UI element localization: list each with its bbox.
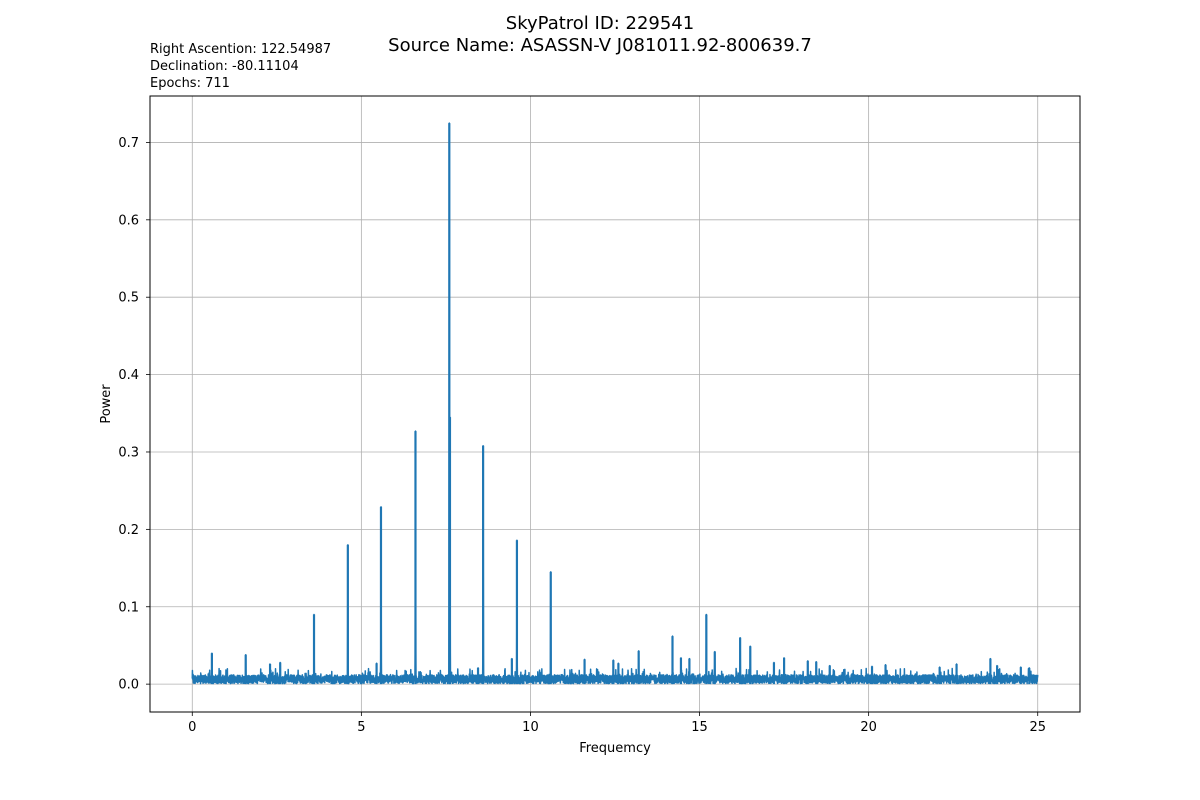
grid-lines: [150, 96, 1080, 712]
y-tick-label: 0.5: [118, 291, 139, 306]
chart-title-line-1: SkyPatrol ID: 229541: [505, 13, 695, 34]
y-tick-label: 0.4: [118, 368, 139, 383]
power-line: [191, 122, 1039, 685]
x-tick-label: 20: [860, 720, 877, 735]
x-tick-label: 10: [522, 720, 539, 735]
axis-ticks: 0 5 10 15 20 25 0.0 0.1 0.2 0.3 0.4 0.5 0.6 0.7: [118, 136, 1046, 735]
y-tick-label: 0.3: [118, 445, 139, 460]
x-tick-label: 0: [188, 720, 196, 735]
declination-label: Declination: -80.11104: [150, 59, 299, 74]
plot-frame: [149, 95, 1081, 713]
right-ascension-label: Right Ascention: 122.54987: [150, 42, 332, 57]
y-tick-label: 0.0: [118, 678, 139, 693]
x-tick-label: 25: [1029, 720, 1046, 735]
y-tick-label: 0.1: [118, 600, 139, 615]
y-tick-label: 0.2: [118, 523, 139, 538]
chart-title-line-2: Source Name: ASASSN-V J081011.92-800639.…: [388, 35, 812, 56]
y-axis-label: Power: [99, 384, 114, 424]
power-series: [191, 122, 1039, 685]
y-tick-label: 0.6: [118, 213, 139, 228]
x-tick-label: 5: [357, 720, 365, 735]
x-axis-label: Frequemcy: [579, 741, 651, 756]
x-tick-label: 15: [691, 720, 708, 735]
y-tick-label: 0.7: [118, 136, 139, 151]
epochs-label: Epochs: 711: [150, 76, 230, 91]
